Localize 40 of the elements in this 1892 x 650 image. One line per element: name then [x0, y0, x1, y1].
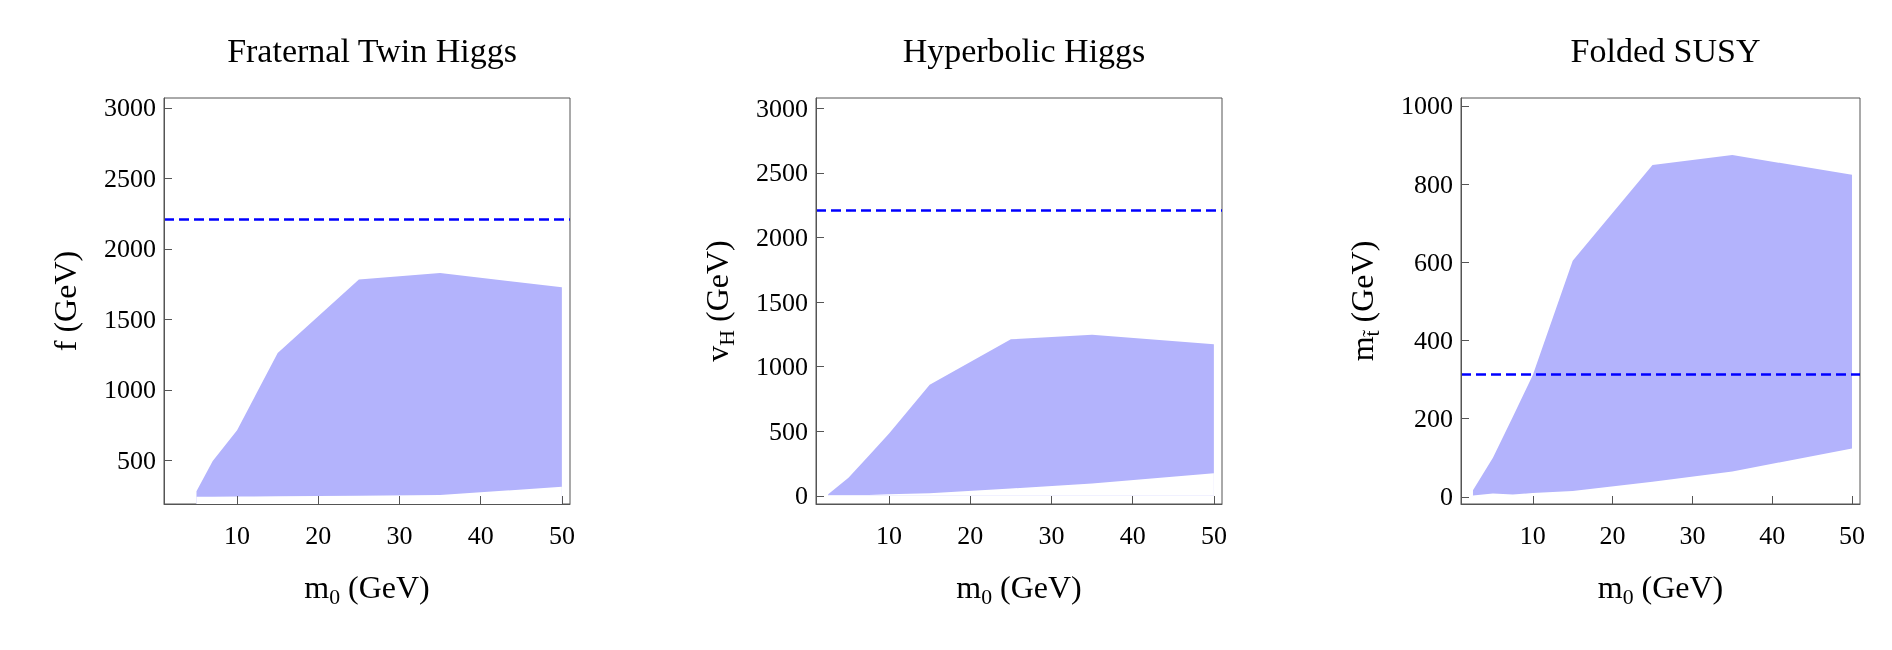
x-tick-label: 10 — [876, 520, 903, 550]
x-tick-label: 10 — [224, 520, 251, 550]
chart-title: Fraternal Twin Higgs — [227, 31, 517, 69]
y-tick-label: 2000 — [756, 223, 808, 253]
y-tick-label: 200 — [1414, 404, 1453, 434]
y-axis-title: f (GeV) — [47, 250, 84, 352]
chart-title: Folded SUSY — [1570, 31, 1761, 69]
y-tick-label: 1000 — [756, 352, 808, 382]
y-tick-label: 0 — [1440, 482, 1453, 512]
y-tick-label: 600 — [1414, 247, 1453, 277]
x-tick-label: 50 — [548, 520, 575, 550]
y-axis-title: mt̃ (GeV) — [1344, 240, 1384, 362]
y-tick-label: 2500 — [756, 158, 808, 188]
x-tick-label: 30 — [1679, 520, 1706, 550]
y-tick-label: 3000 — [104, 93, 156, 123]
y-tick-label: 0 — [795, 481, 808, 511]
y-tick-label: 1000 — [104, 375, 156, 405]
y-tick-label: 2000 — [104, 234, 156, 264]
x-tick-label: 40 — [1119, 520, 1146, 550]
x-tick-label: 30 — [386, 520, 413, 550]
y-tick-label: 400 — [1414, 326, 1453, 355]
y-tick-label: 1500 — [104, 304, 156, 334]
y-axis-title: vH (GeV) — [699, 240, 739, 362]
x-tick-label: 50 — [1839, 520, 1866, 550]
y-tick-label: 2500 — [104, 163, 156, 193]
x-tick-label: 50 — [1200, 520, 1227, 550]
chart-title: Hyperbolic Higgs — [902, 31, 1146, 69]
x-tick-label: 40 — [1759, 520, 1786, 550]
x-tick-label: 20 — [957, 520, 984, 550]
x-tick-label: 10 — [1519, 520, 1546, 550]
x-tick-label: 40 — [467, 520, 494, 550]
y-tick-label: 800 — [1414, 169, 1453, 199]
y-tick-label: 500 — [769, 416, 808, 446]
y-tick-label: 3000 — [756, 93, 808, 123]
y-tick-label: 500 — [117, 445, 156, 475]
y-tick-label: 1500 — [756, 287, 808, 317]
y-tick-label: 1000 — [1401, 91, 1453, 121]
x-tick-label: 30 — [1038, 520, 1065, 550]
x-tick-label: 20 — [1599, 520, 1626, 550]
x-tick-label: 20 — [305, 520, 332, 550]
